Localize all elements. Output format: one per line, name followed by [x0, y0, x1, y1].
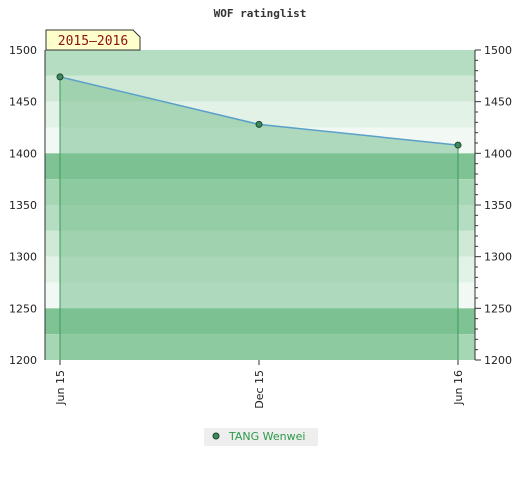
legend-marker	[212, 432, 220, 440]
y-tick-label-left: 1250	[9, 302, 37, 315]
y-tick-label-right: 1400	[484, 147, 512, 160]
y-tick-label-right: 1250	[484, 302, 512, 315]
y-tick-label-right: 1300	[484, 251, 512, 264]
x-tick-label: Jun 15	[54, 370, 67, 406]
season-badge: 2015–2016	[45, 29, 141, 51]
y-tick-label-left: 1400	[9, 147, 37, 160]
data-point	[255, 120, 263, 128]
legend-box	[204, 428, 318, 446]
y-axis-left: 1200 1250 1300 1350 1400 1450 1500	[9, 44, 46, 367]
series-area	[60, 76, 458, 360]
chart-title: WOF ratinglist	[214, 7, 307, 20]
y-tick-label-right: 1350	[484, 199, 512, 212]
y-axis-right: 1200 1250 1300 1350 1400 1450 1500	[474, 44, 512, 367]
y-tick-label-left: 1450	[9, 96, 37, 109]
season-label: 2015–2016	[58, 34, 128, 49]
y-tick-label-left: 1500	[9, 44, 37, 57]
data-point	[454, 141, 462, 149]
y-tick-label-right: 1450	[484, 96, 512, 109]
y-tick-label-left: 1300	[9, 251, 37, 264]
background-band	[45, 50, 475, 76]
x-axis: Jun 15 Dec 15 Jun 16	[54, 360, 465, 409]
y-tick-label-right: 1200	[484, 354, 512, 367]
season-badge-box	[45, 29, 141, 51]
data-point	[56, 73, 64, 81]
y-tick-label-left: 1200	[9, 354, 37, 367]
legend: TANG Wenwei	[204, 428, 318, 446]
legend-label: TANG Wenwei	[228, 430, 305, 443]
y-tick-label-left: 1350	[9, 199, 37, 212]
x-tick-label: Jun 16	[452, 370, 465, 406]
y-tick-label-right: 1500	[484, 44, 512, 57]
series-points	[56, 73, 462, 149]
series-area-fill	[60, 76, 458, 360]
x-tick-label: Dec 15	[253, 370, 266, 409]
